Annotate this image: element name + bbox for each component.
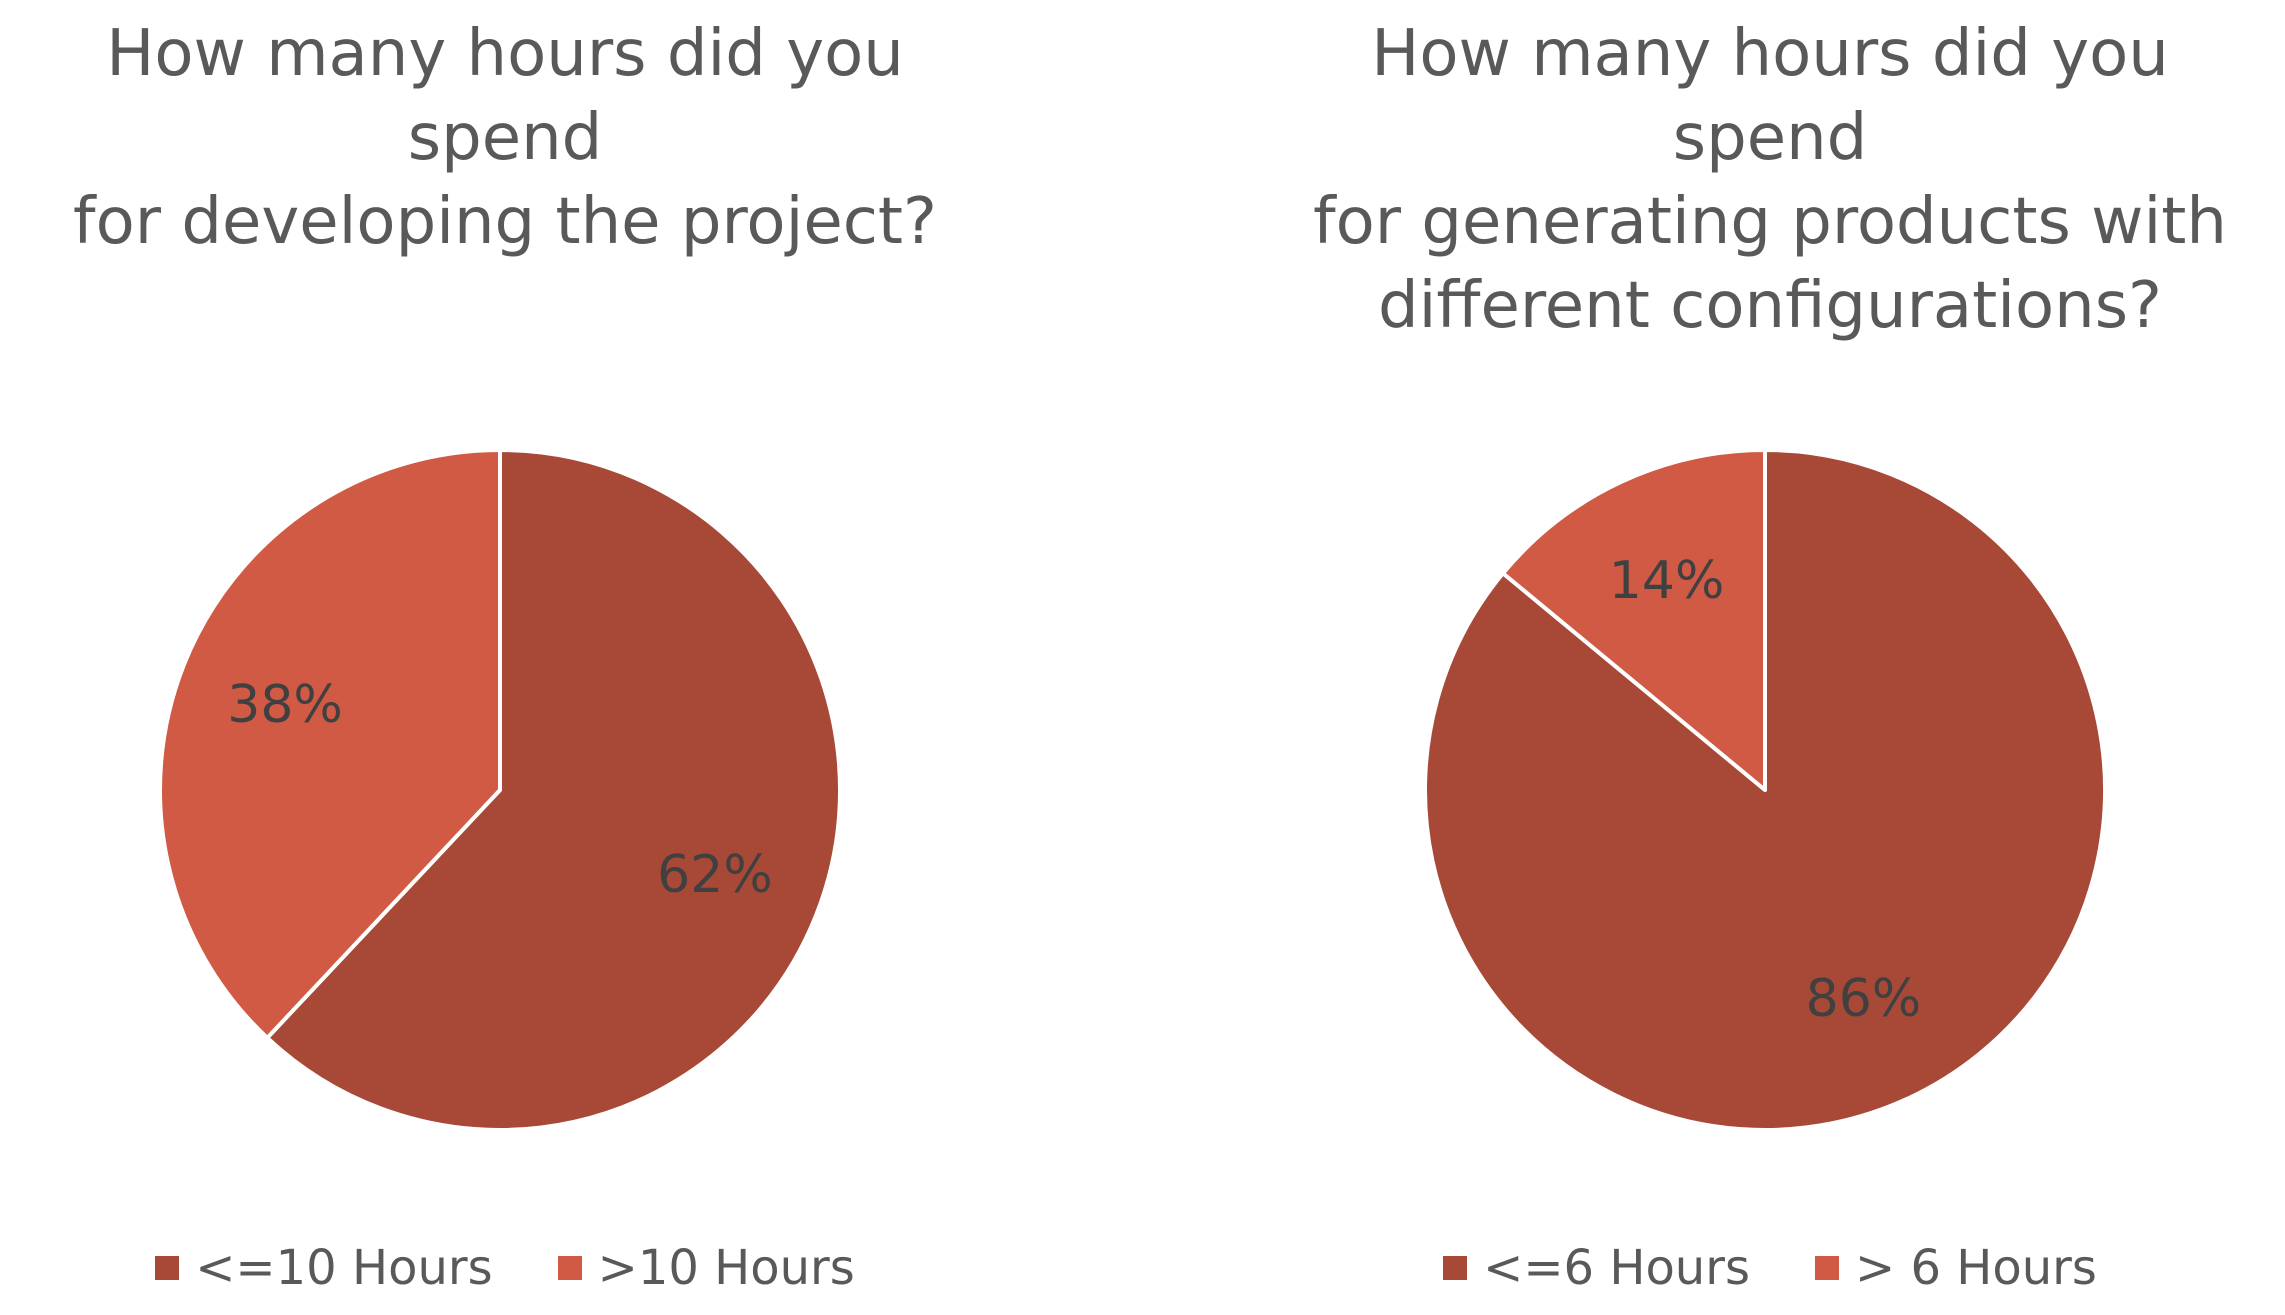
legend-label: <=10 Hours — [195, 1240, 493, 1296]
data-label: 14% — [1609, 551, 1725, 611]
pie-slice — [158, 448, 502, 1040]
chart-title: How many hours did you spend for generat… — [1313, 17, 2227, 343]
pie-slice — [1501, 448, 1767, 792]
legend-label: > 6 Hours — [1854, 1240, 2097, 1296]
legend-swatch — [557, 1256, 582, 1280]
legend-label: <=6 Hours — [1483, 1240, 1750, 1296]
pie-plot: 62% 38% — [158, 448, 842, 1132]
chart-title: How many hours did you spend for develop… — [73, 17, 937, 259]
data-label: 38% — [227, 675, 343, 735]
legend-item: <=6 Hours — [1443, 1240, 1750, 1296]
legend-swatch — [1814, 1256, 1839, 1280]
legend-swatch — [1443, 1256, 1468, 1280]
legend-label: >10 Hours — [597, 1240, 855, 1296]
legend: <=6 Hours > 6 Hours — [1265, 1240, 2275, 1296]
pie-chart-development-hours: How many hours did you spend for develop… — [0, 0, 1040, 1315]
legend-item: >10 Hours — [557, 1240, 855, 1296]
legend-swatch — [155, 1256, 180, 1280]
pie-chart-configuration-hours: How many hours did you spend for generat… — [1265, 0, 2285, 1315]
pie-slice — [265, 448, 842, 1132]
legend: <=10 Hours >10 Hours — [0, 1240, 1010, 1296]
pie-plot: 86% 14% — [1423, 448, 2107, 1132]
data-label: 62% — [657, 845, 773, 905]
legend-item: > 6 Hours — [1814, 1240, 2097, 1296]
legend-item: <=10 Hours — [155, 1240, 493, 1296]
data-label: 86% — [1806, 969, 1922, 1029]
